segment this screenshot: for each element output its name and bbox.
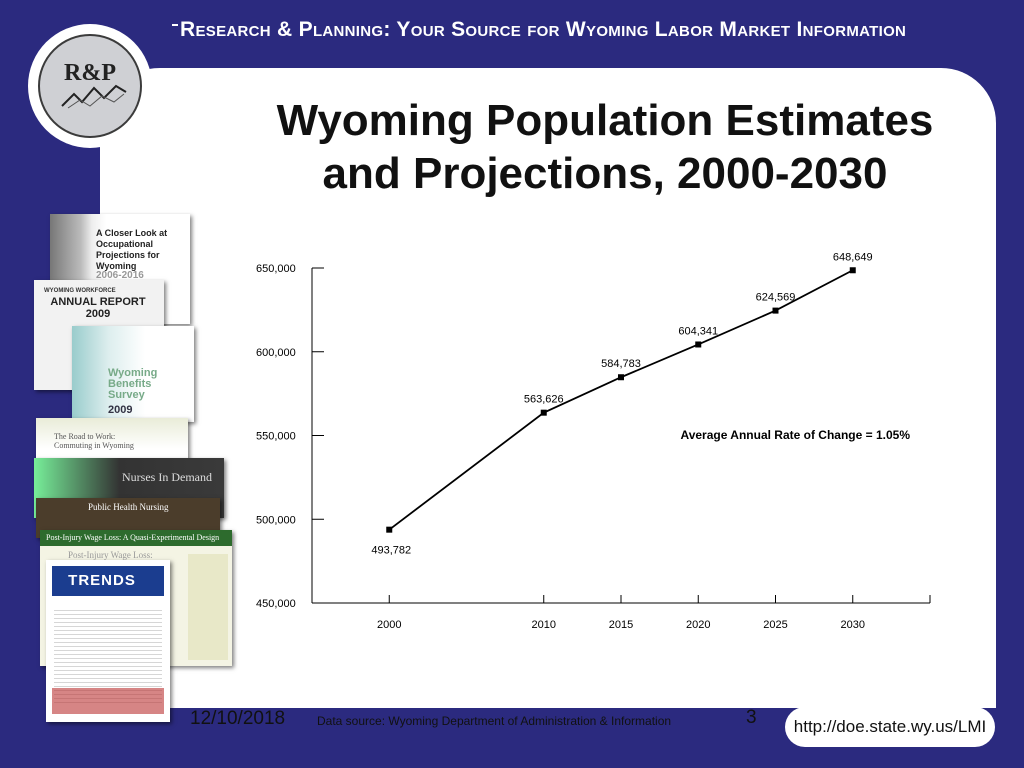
logo-text: R&P: [64, 60, 116, 86]
banner-tick: [172, 24, 178, 26]
thumb-annual-report-sub: WYOMING WORKFORCE: [44, 288, 116, 294]
y-axis: 450,000 500,000 550,000 600,000 650,000: [256, 263, 324, 610]
data-labels: 493,782 563,626 584,783 604,341 624,569 648,6…: [371, 251, 872, 556]
lmi-url-link[interactable]: http://doe.state.wy.us/LMI: [785, 707, 995, 747]
y-tick-label: 600,000: [256, 347, 296, 359]
thumb-public-health-title: Public Health Nursing: [88, 502, 169, 512]
thumb-trends: TRENDS: [46, 560, 170, 722]
thumb-post-injury-title: Post-Injury Wage Loss: A Quasi-Experimen…: [46, 533, 220, 542]
thumb-benefits-year: 2009: [108, 404, 133, 416]
footer-source: Data source: Wyoming Department of Admin…: [317, 714, 672, 728]
data-point: [386, 526, 393, 533]
data-point: [618, 374, 624, 381]
thumb-benefits-survey: Wyoming Benefits Survey 2009: [72, 326, 194, 422]
content-panel: [100, 68, 996, 708]
thumb-closer-look-years: 2006-2016: [96, 270, 144, 281]
thumb-benefits-title: Wyoming Benefits Survey: [108, 367, 158, 401]
slide-title: Wyoming Population Estimates and Project…: [240, 94, 970, 200]
thumb-post-injury-bar: [40, 530, 232, 546]
x-tick-label: 2020: [686, 619, 710, 631]
title-line-2: and Projections, 2000-2030: [322, 149, 888, 198]
data-point: [540, 409, 547, 416]
thumb-trends-title: TRENDS: [68, 572, 136, 589]
thumb-trends-footer: [52, 688, 164, 714]
x-axis: 2000 2010 2015 2020 2025 2030: [311, 595, 931, 631]
data-label: 563,626: [524, 394, 564, 406]
thumb-trends-header: [52, 566, 164, 596]
rp-logo: R&P: [38, 34, 142, 138]
footer-date: 12/10/2018: [190, 708, 286, 729]
page-number: 3: [746, 707, 757, 728]
thumb-nurses-title: Nurses In Demand: [122, 470, 212, 484]
title-line-1: Wyoming Population Estimates: [276, 96, 934, 145]
data-label: 493,782: [371, 545, 411, 557]
thumb-road-to-work-title: The Road to Work: Commuting in Wyoming: [54, 432, 134, 450]
data-point: [772, 307, 779, 314]
mountain-icon: [61, 84, 127, 109]
header-banner: Research & Planning: Your Source for Wyo…: [180, 18, 907, 41]
y-tick-label: 550,000: [256, 431, 296, 443]
data-label: 604,341: [678, 325, 718, 337]
thumb-annual-report-title: ANNUAL REPORT 2009: [50, 296, 146, 320]
data-points: [386, 267, 856, 533]
y-tick-label: 650,000: [256, 263, 296, 275]
series-line: [388, 269, 854, 531]
x-tick-label: 2000: [377, 619, 401, 631]
x-tick-label: 2010: [532, 619, 556, 631]
data-label: 584,783: [601, 358, 641, 370]
x-tick-label: 2030: [841, 619, 865, 631]
population-line-chart: 450,000 500,000 550,000 600,000 650,000 2000…: [256, 251, 931, 631]
thumb-closer-look-title: A Closer Look at Occupational Projection…: [96, 228, 168, 271]
x-tick-label: 2025: [763, 619, 787, 631]
x-tick-label: 2015: [609, 619, 633, 631]
chart-annotation: Average Annual Rate of Change = 1.05%: [680, 428, 910, 442]
y-tick-label: 450,000: [256, 598, 296, 610]
thumb-post-injury-sub: Post-Injury Wage Loss:: [68, 550, 153, 560]
data-point: [849, 267, 856, 274]
data-label: 624,569: [756, 292, 796, 304]
data-point: [695, 341, 702, 348]
y-tick-label: 500,000: [256, 514, 296, 526]
data-label: 648,649: [833, 251, 873, 263]
thumb-post-injury-side: [188, 554, 228, 660]
